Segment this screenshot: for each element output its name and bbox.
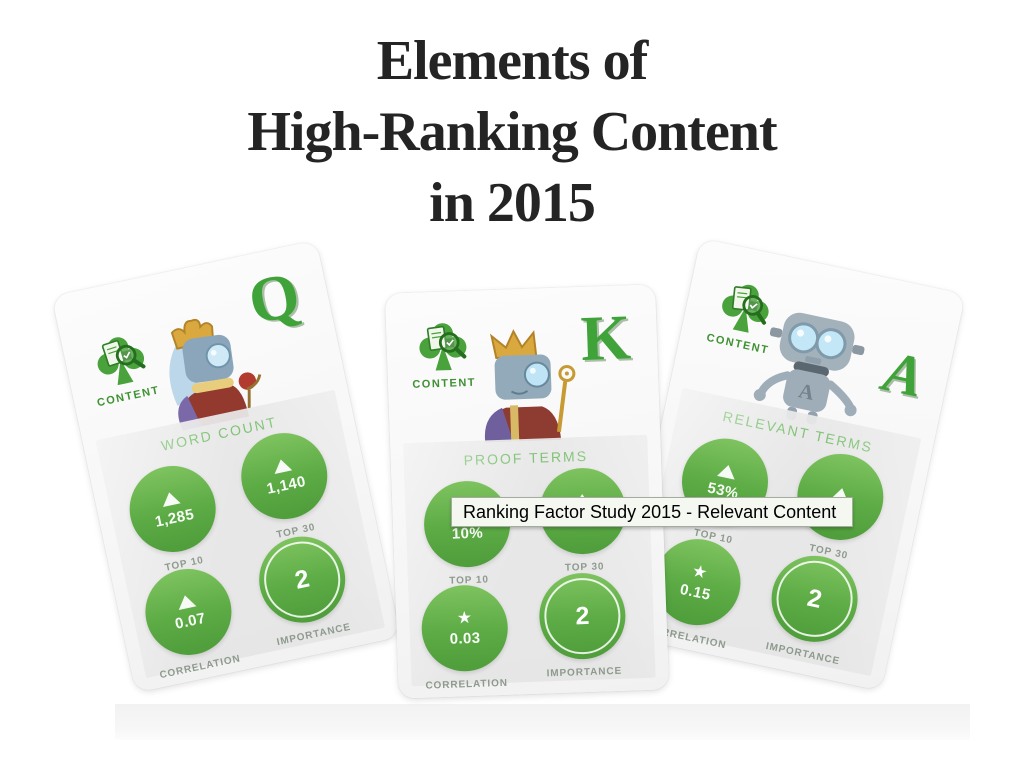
importance-ring: 2 [251,528,354,631]
king-robot-illustration [484,329,576,443]
stat-label: CORRELATION [425,677,509,692]
club-content-icon [419,323,467,371]
stat-importance: 2 IMPORTANCE [245,527,363,650]
stat-circle: 0.07 [137,560,240,663]
stat-top10: 10% TOP 10 [417,479,519,587]
page-title: Elements of High-Ranking Content in 2015 [0,26,1024,239]
club-content-icon [97,337,146,386]
importance-ring: 2 [537,571,627,661]
title-line-2: High-Ranking Content [247,101,777,163]
content-suit-block: CONTENT [76,326,169,411]
stat-circle: 1,140 [233,425,336,528]
stat-label: IMPORTANCE [275,621,352,649]
content-suit-block: CONTENT [402,318,484,391]
star-icon: ★ [690,560,710,583]
stat-top30: 1,140 TOP 30 [227,424,345,547]
stat-label: IMPORTANCE [546,665,623,680]
stat-correlation: ★ 0.03 CORRELATION [414,583,516,692]
up-arrow-icon [160,490,181,507]
content-suit-block: CONTENT [697,273,790,358]
star-icon: ★ [456,608,473,628]
stat-value: 0.07 [173,609,208,633]
stat-circle: ★ 0.03 [420,583,510,673]
stat-importance: 2 IMPORTANCE [754,547,872,670]
metric-title: PROOF TERMS [463,447,589,469]
title-line-3: in 2015 [429,172,596,234]
stat-correlation: 0.07 CORRELATION [132,560,250,683]
importance-ring: 2 [763,547,866,650]
up-arrow-icon [175,593,197,610]
up-arrow-icon [271,457,293,474]
stat-value: 0.15 [678,580,713,604]
stat-value: 1,285 [153,505,196,531]
up-arrow-icon [717,462,738,480]
stats-panel: RELEVANT TERMS 53% TOP 10 TOP 30 ★ 0.15 [632,387,922,677]
stat-importance: 2 IMPORTANCE [532,571,634,679]
floor-shadow-band [115,704,970,740]
club-content-icon [722,284,769,333]
image-tooltip: Ranking Factor Study 2015 - Relevant Con… [451,497,853,527]
stat-circle: 1,285 [121,458,224,561]
stat-label: CORRELATION [158,653,242,682]
playing-card-king-proof-terms: CONTENT K PROOF TERMS 10% TOP 10 [385,284,669,699]
stat-value: 2 [292,564,312,595]
stat-label: IMPORTANCE [764,640,841,668]
title-line-1: Elements of [376,30,649,92]
robot-chest-letter: A [797,378,818,405]
stats-panel: WORD COUNT 1,285 TOP 10 1,140 TOP 30 0.0… [95,389,385,681]
stat-value: 2 [574,601,590,630]
stat-value: 2 [804,583,825,614]
playing-card-ace-relevant-terms: CONTENT A A RELEVANT TERMS [616,238,966,691]
stats-panel: PROOF TERMS 10% TOP 10 10% TOP 30 ★ 0.03 [403,434,656,692]
stat-value: 1,140 [265,472,308,498]
playing-card-queen-word-count: CONTENT Q WORD COUNT 1,285 TOP 10 [51,240,401,693]
stat-value: 0.03 [449,629,481,648]
